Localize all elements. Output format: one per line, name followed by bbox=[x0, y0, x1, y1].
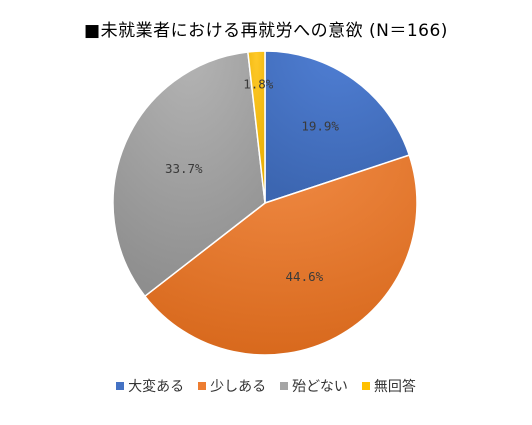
slice-label-2: 44.6% bbox=[286, 269, 324, 284]
legend-label: 大変ある bbox=[128, 379, 185, 395]
legend-swatch bbox=[198, 382, 207, 390]
pie-slice-4 bbox=[247, 50, 266, 204]
legend-item-1: 大変ある bbox=[116, 376, 184, 396]
legend-item-4: 無回答 bbox=[361, 376, 416, 396]
slice-label-1: 19.9% bbox=[301, 119, 339, 134]
legend-label: 殆どない bbox=[292, 379, 348, 395]
legend-label: 無回答 bbox=[373, 379, 416, 395]
legend-swatch bbox=[116, 382, 125, 390]
pie-slice-1 bbox=[264, 50, 411, 205]
chart-title: ■未就業者における再就労への意欲 (N＝166) bbox=[84, 21, 448, 41]
legend: 大変ある 少しある 殆どない 無回答 bbox=[0, 376, 532, 396]
slice-label-3: 33.7% bbox=[165, 161, 203, 176]
pie-slice-3 bbox=[112, 51, 266, 298]
legend-item-2: 少しある bbox=[198, 376, 266, 396]
legend-swatch bbox=[280, 382, 289, 390]
legend-label: 少しある bbox=[210, 379, 267, 395]
legend-swatch bbox=[361, 382, 370, 390]
pie-slice-2 bbox=[143, 154, 418, 356]
legend-item-3: 殆どない bbox=[280, 376, 348, 396]
slice-label-4: 1.8% bbox=[243, 77, 274, 92]
